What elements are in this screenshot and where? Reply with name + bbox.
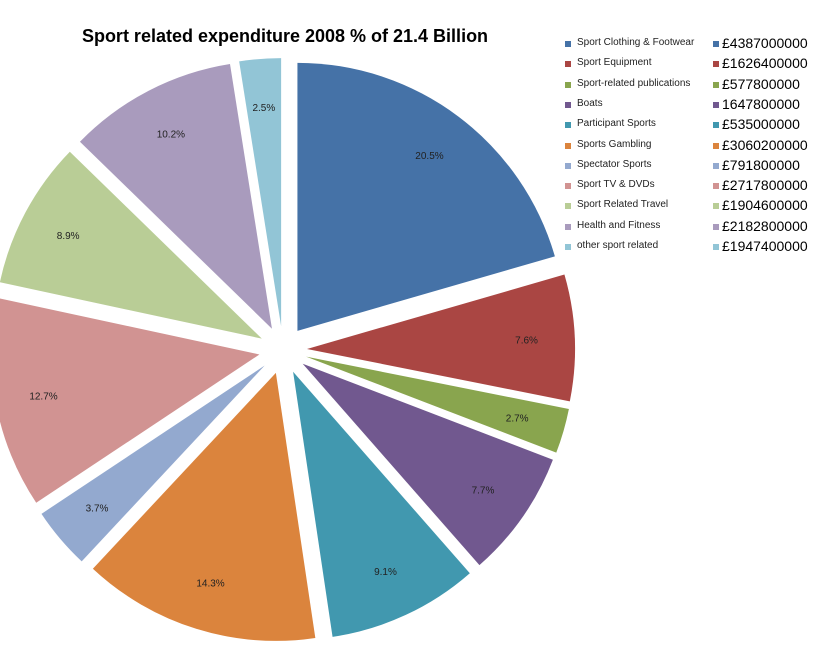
amount-value: £3060200000 xyxy=(722,136,808,153)
legend-item: Spectator Sports xyxy=(565,159,715,175)
slice-value-label: 10.2% xyxy=(157,130,185,141)
legend-swatch xyxy=(565,142,571,149)
amount-swatch xyxy=(713,162,719,169)
pie-slice-10 xyxy=(79,63,272,329)
amount-value: £2182800000 xyxy=(722,217,808,234)
pie-slice-9 xyxy=(0,151,262,339)
legend-label: Sports Gambling xyxy=(577,138,652,150)
legend-swatch xyxy=(565,122,571,129)
legend-swatch xyxy=(565,41,571,47)
amount-value: £1904600000 xyxy=(722,197,808,214)
amount-value: 1647800000 xyxy=(722,95,800,112)
amount-swatch xyxy=(713,244,719,250)
legend-item: Participant Sports xyxy=(565,118,715,134)
amount-swatch xyxy=(713,61,719,68)
legend-item: Sport TV & DVDs xyxy=(565,179,715,195)
slice-value-label: 2.7% xyxy=(506,414,529,425)
amount-swatch xyxy=(713,41,719,47)
chart-title: Sport related expenditure 2008 % of 21.4… xyxy=(81,26,489,46)
amount-swatch xyxy=(713,142,719,149)
slice-value-label: 7.7% xyxy=(472,485,495,496)
slice-value-label: 20.5% xyxy=(415,151,443,162)
slice-value-label: 2.5% xyxy=(252,103,275,114)
slice-value-label: 8.9% xyxy=(57,231,80,242)
amount-swatch xyxy=(713,223,719,230)
amount-swatch xyxy=(713,183,719,190)
legend-swatch xyxy=(565,101,571,108)
pie-slice-7 xyxy=(41,365,265,562)
pie-slice-1 xyxy=(297,62,555,331)
legend-label: Sport Related Travel xyxy=(577,199,669,211)
amount-value: £791800000 xyxy=(722,156,800,173)
legend-label: other sport related xyxy=(577,240,659,251)
legend-item: Boats xyxy=(565,98,715,114)
amount-swatch xyxy=(713,101,719,108)
legend-label: Spectator Sports xyxy=(577,158,652,170)
legend-swatch xyxy=(565,61,571,68)
legend-label: Participant Sports xyxy=(577,118,656,130)
legend-label: Boats xyxy=(577,97,603,109)
legend-item: Sport Clothing & Footwear xyxy=(565,37,715,53)
pie-slice-2 xyxy=(306,274,575,402)
legend-label: Sport TV & DVDs xyxy=(577,179,655,191)
legend-item: Sport-related publications xyxy=(565,78,715,94)
pie-slice-5 xyxy=(293,371,470,637)
amount-value: £1947400000 xyxy=(722,238,808,254)
legend-swatch xyxy=(565,183,571,190)
pie-slice-8 xyxy=(0,298,260,503)
slice-value-label: 7.6% xyxy=(515,336,538,347)
slice-value-label: 14.3% xyxy=(196,579,224,590)
legend-swatch xyxy=(565,223,571,230)
legend-swatch xyxy=(565,244,571,250)
pie-slice-3 xyxy=(306,356,569,453)
amount-value: £1626400000 xyxy=(722,55,808,72)
amount-value: £4387000000 xyxy=(722,35,808,51)
slice-value-label: 3.7% xyxy=(86,504,109,515)
pie-slice-6 xyxy=(92,372,316,641)
legend-item: other sport related xyxy=(565,240,715,256)
legend-label: Sport-related publications xyxy=(577,77,691,89)
slice-value-label: 12.7% xyxy=(29,391,57,402)
amount-swatch xyxy=(713,81,719,88)
pie-slice-11 xyxy=(239,58,282,327)
legend-item: Sport Equipment xyxy=(565,57,715,73)
amount-swatch xyxy=(713,203,719,210)
amount-value: £535000000 xyxy=(722,116,800,133)
amount-value: £577800000 xyxy=(722,75,800,92)
legend-item: Sports Gambling xyxy=(565,139,715,155)
amount-value: £2717800000 xyxy=(722,177,808,194)
legend-swatch xyxy=(565,81,571,88)
amount-swatch xyxy=(713,122,719,129)
legend-item: Health and Fitness xyxy=(565,220,715,236)
legend-label: Sport Equipment xyxy=(577,57,652,69)
legend-swatch xyxy=(565,162,571,169)
legend-label: Health and Fitness xyxy=(577,219,661,231)
legend-swatch xyxy=(565,203,571,210)
slice-value-label: 9.1% xyxy=(374,567,397,578)
legend-item: Sport Related Travel xyxy=(565,199,715,215)
legend-label: Sport Clothing & Footwear xyxy=(577,37,695,48)
pie-slice-4 xyxy=(302,363,553,566)
